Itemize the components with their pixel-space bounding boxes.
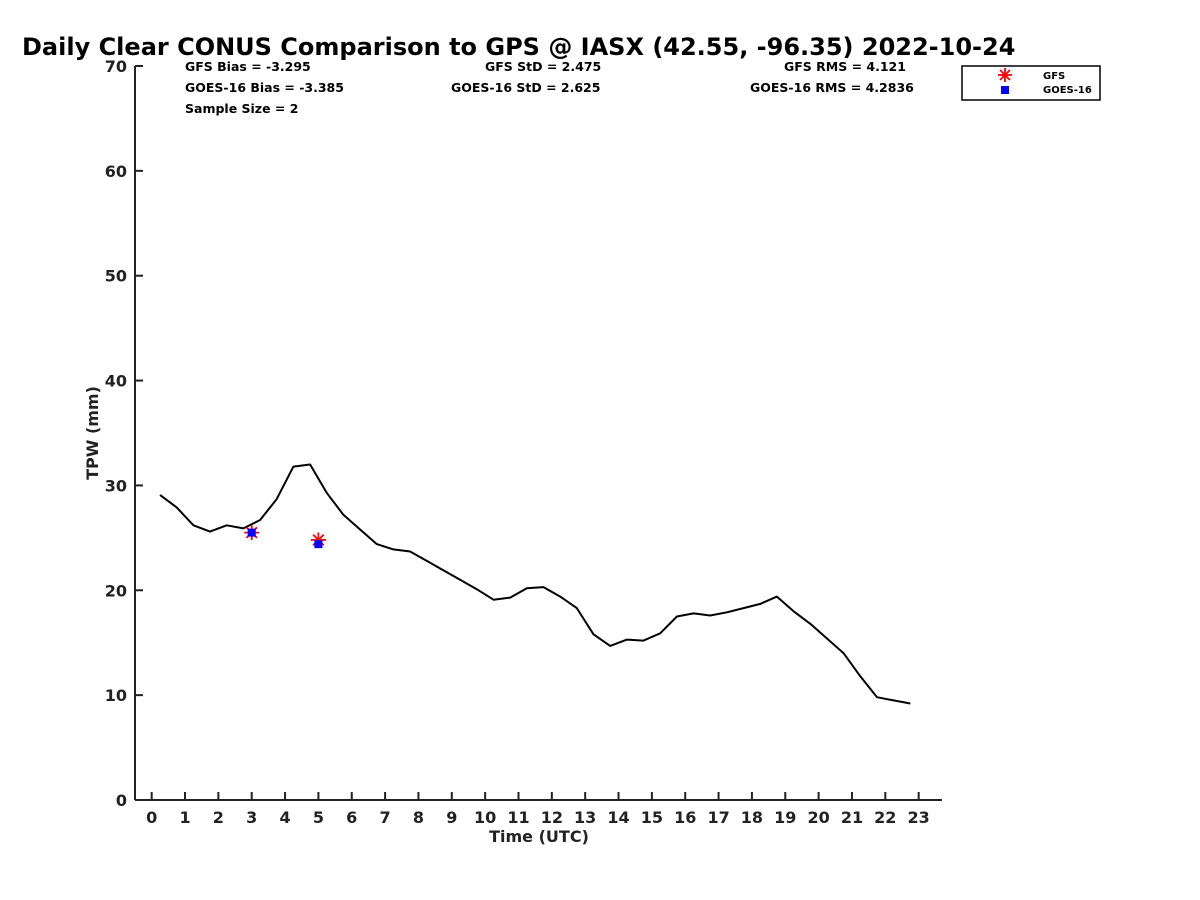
stat-goes-bias: GOES-16 Bias = -3.385 xyxy=(185,80,344,95)
x-tick-label: 18 xyxy=(741,808,763,827)
x-tick-label: 17 xyxy=(707,808,729,827)
legend: GFS GOES-16 xyxy=(961,65,1101,101)
x-tick-label: 22 xyxy=(874,808,896,827)
chart-stats: GFS Bias = -3.295 GOES-16 Bias = -3.385 … xyxy=(185,59,914,116)
x-tick-label: 16 xyxy=(674,808,696,827)
x-tick-label: 4 xyxy=(279,808,290,827)
x-tick-label: 0 xyxy=(146,808,157,827)
y-tick-label: 70 xyxy=(105,57,127,76)
y-tick-label: 20 xyxy=(105,581,127,600)
goes16-point xyxy=(247,528,256,537)
y-tick-label: 10 xyxy=(105,686,127,705)
x-tick-label: 20 xyxy=(807,808,829,827)
x-tick-label: 8 xyxy=(413,808,424,827)
x-tick-label: 19 xyxy=(774,808,796,827)
x-tick-label: 12 xyxy=(541,808,563,827)
legend-gfs-marker-shape xyxy=(998,68,1012,82)
x-tick-label: 23 xyxy=(908,808,930,827)
legend-box xyxy=(961,65,1101,101)
legend-gfs-asterisk-icon xyxy=(998,68,1012,82)
x-axis-ticks: 0 1 2 3 4 5 6 7 8 9 10 11 12 13 14 15 16 17 18 19 20 21 22 23 xyxy=(146,792,930,827)
y-axis-ticks: 0 10 20 30 40 50 60 70 xyxy=(105,57,143,810)
x-tick-label: 15 xyxy=(641,808,663,827)
x-tick-label: 9 xyxy=(446,808,457,827)
x-tick-label: 14 xyxy=(607,808,629,827)
series-layer xyxy=(159,463,911,705)
x-tick-label: 1 xyxy=(179,808,190,827)
x-tick-label: 7 xyxy=(380,808,391,827)
y-axis-label: TPW (mm) xyxy=(83,386,102,480)
legend-goes-label: GOES-16 xyxy=(1043,85,1092,96)
stat-gfs-bias: GFS Bias = -3.295 xyxy=(185,59,311,74)
stat-sample-size: Sample Size = 2 xyxy=(185,101,298,116)
y-tick-label: 40 xyxy=(105,372,127,391)
stat-gfs-std: GFS StD = 2.475 xyxy=(485,59,601,74)
y-tick-label: 50 xyxy=(105,267,127,286)
x-axis-label: Time (UTC) xyxy=(489,827,589,846)
legend-goes-marker-shape xyxy=(1001,86,1009,94)
stat-goes-std: GOES-16 StD = 2.625 xyxy=(451,80,600,95)
y-tick-label: 60 xyxy=(105,162,127,181)
x-tick-label: 21 xyxy=(841,808,863,827)
x-tick-label: 13 xyxy=(574,808,596,827)
x-tick-label: 2 xyxy=(213,808,224,827)
x-tick-label: 10 xyxy=(474,808,496,827)
x-tick-label: 11 xyxy=(507,808,529,827)
gps-tpw-line xyxy=(159,463,911,705)
y-tick-label: 0 xyxy=(116,791,127,810)
x-tick-label: 3 xyxy=(246,808,257,827)
chart-title: Daily Clear CONUS Comparison to GPS @ IA… xyxy=(22,33,1015,61)
legend-gfs-label: GFS xyxy=(1043,71,1065,82)
stat-goes-rms: GOES-16 RMS = 4.2836 xyxy=(750,80,914,95)
x-tick-label: 6 xyxy=(346,808,357,827)
legend-goes-square-icon xyxy=(1001,86,1009,94)
goes16-point xyxy=(314,540,323,549)
y-tick-label: 30 xyxy=(105,476,127,495)
stat-gfs-rms: GFS RMS = 4.121 xyxy=(784,59,906,74)
x-tick-label: 5 xyxy=(313,808,324,827)
